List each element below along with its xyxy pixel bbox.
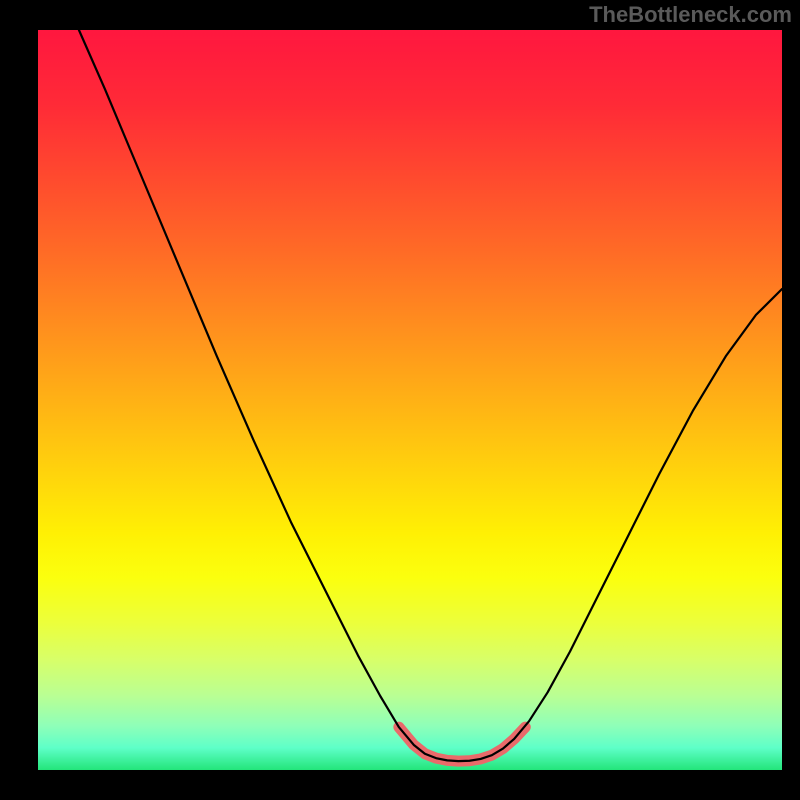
bottleneck-chart: TheBottleneck.com (0, 0, 800, 800)
chart-svg (0, 0, 800, 800)
gradient-plot-area (38, 30, 782, 770)
